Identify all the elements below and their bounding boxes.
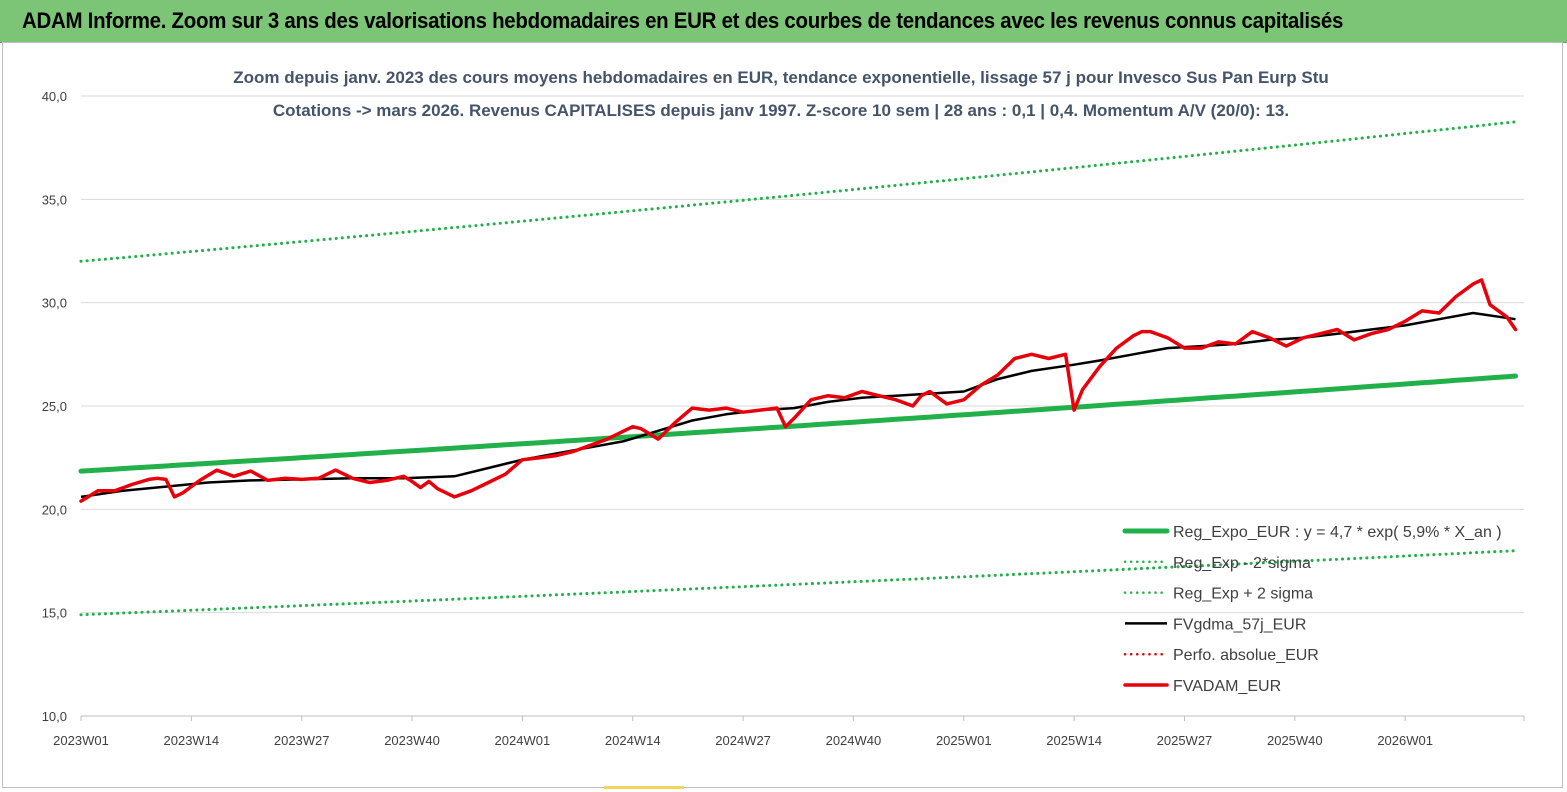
legend-label: Reg_Expo_EUR : y = 4,7 * exp( 5,9% * X_a… (1173, 524, 1502, 541)
series-lines (78, 120, 1518, 617)
line-chart: Zoom depuis janv. 2023 des cours moyens … (42, 68, 1525, 748)
x-tick-label: 2025W40 (1267, 733, 1323, 748)
series-line-5 (79, 278, 1518, 503)
series-line-2 (79, 120, 1517, 263)
legend-label: FVADAM_EUR (1173, 678, 1281, 695)
legend-label: Reg_Exp + 2 sigma (1173, 586, 1313, 603)
series-line-0 (78, 373, 1518, 474)
series-line-3 (80, 311, 1516, 499)
chart-subtitle-line-2: Cotations -> mars 2026. Revenus CAPITALI… (273, 101, 1289, 120)
y-tick-label: 25,0 (42, 399, 67, 414)
x-tick-label: 2025W27 (1157, 733, 1213, 748)
chart-subtitle-line-1: Zoom depuis janv. 2023 des cours moyens … (233, 68, 1329, 87)
legend-label: Reg_Exp - 2*sigma (1173, 555, 1311, 572)
legend: Reg_Expo_EUR : y = 4,7 * exp( 5,9% * X_a… (1122, 524, 1502, 695)
report-title: ADAM Informe. Zoom sur 3 ans des valoris… (22, 8, 1344, 33)
y-tick-label: 35,0 (42, 192, 67, 207)
y-tick-label: 10,0 (42, 709, 67, 724)
y-tick-label: 30,0 (42, 296, 67, 311)
x-tick-label: 2025W14 (1046, 733, 1102, 748)
x-tick-label: 2023W01 (53, 733, 109, 748)
x-tick-label: 2026W01 (1377, 733, 1433, 748)
x-tick-label: 2024W27 (715, 733, 771, 748)
legend-label: FVgdma_57j_EUR (1173, 616, 1306, 633)
chart-frame: Zoom depuis janv. 2023 des cours moyens … (2, 42, 1563, 788)
x-tick-label: 2023W40 (384, 733, 440, 748)
report-header: ADAM Informe. Zoom sur 3 ans des valoris… (0, 0, 1567, 43)
x-tick-label: 2024W01 (495, 733, 551, 748)
x-tick-label: 2024W40 (826, 733, 882, 748)
y-tick-label: 15,0 (42, 606, 67, 621)
axes: 10,0 15,0 20,0 25,0 30,0 35,0 40,0 2023W01 2023W… (42, 89, 1525, 748)
bottom-marker (604, 786, 684, 789)
y-tick-label: 20,0 (42, 502, 67, 517)
x-tick-label: 2024W14 (605, 733, 661, 748)
y-tick-label: 40,0 (42, 89, 67, 104)
x-tick-label: 2025W01 (936, 733, 992, 748)
x-tick-label: 2023W14 (164, 733, 220, 748)
series-line-1 (79, 549, 1517, 617)
legend-label: Perfo. absolue_EUR (1173, 647, 1319, 664)
x-tick-label: 2023W27 (274, 733, 330, 748)
